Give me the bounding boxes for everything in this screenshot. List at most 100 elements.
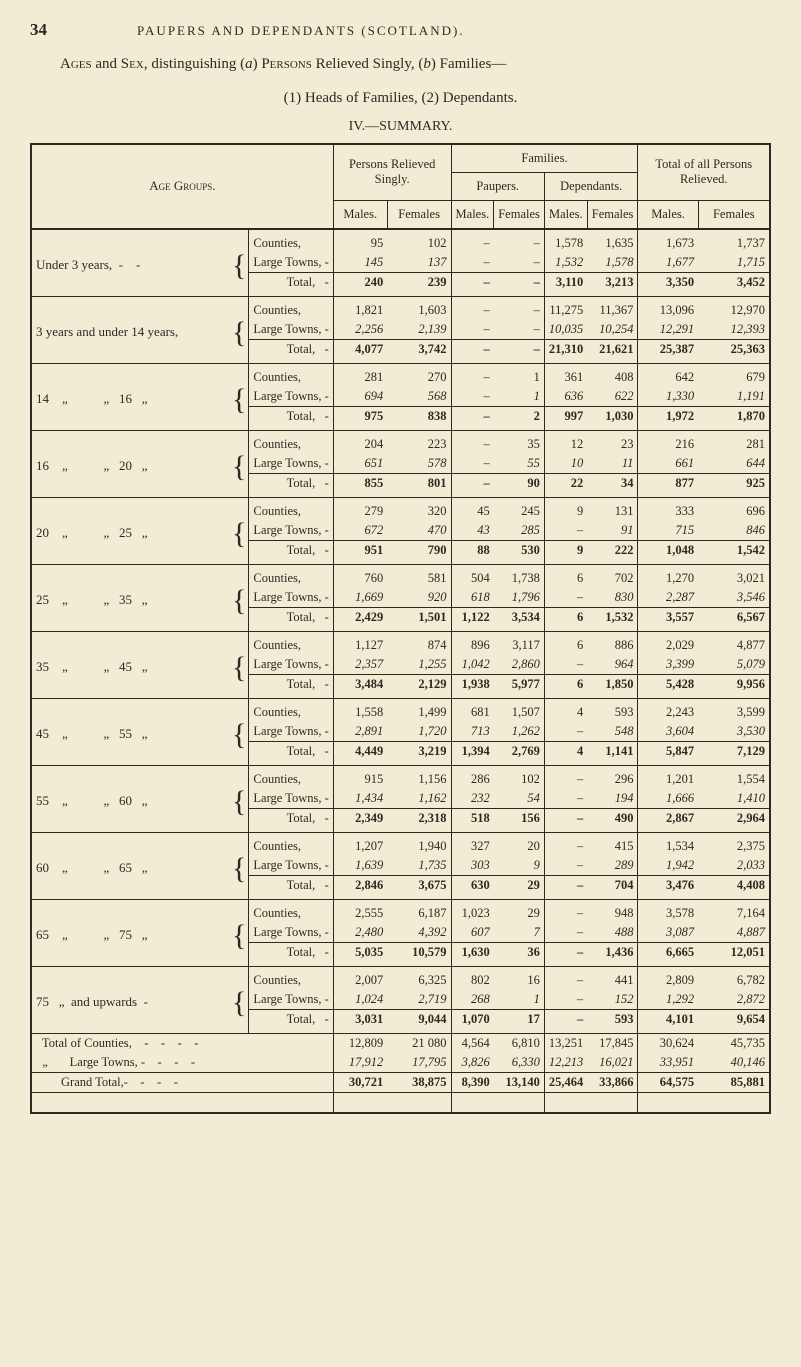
cell: 2,007 <box>333 966 387 990</box>
cell: 64,575 <box>638 1072 698 1092</box>
cell: 1,870 <box>698 406 770 430</box>
cell: 877 <box>638 473 698 497</box>
cell: – <box>451 363 494 387</box>
cell: 3,110 <box>544 272 587 296</box>
cell: 3,219 <box>387 741 451 765</box>
sub-label: Counties, <box>249 698 333 722</box>
cell: 5,079 <box>698 655 770 675</box>
cell: 1,850 <box>587 674 638 698</box>
cell: 5,428 <box>638 674 698 698</box>
age-label: 35 „ „ 45 „ <box>31 631 230 698</box>
sub-label: Large Towns, - <box>249 923 333 943</box>
cell: 23 <box>587 430 638 454</box>
cell: – <box>544 789 587 809</box>
cell: 607 <box>451 923 494 943</box>
sub-label: Counties, <box>249 564 333 588</box>
sub-label: Counties, <box>249 229 333 253</box>
cell: 2,860 <box>494 655 545 675</box>
cell: 593 <box>587 698 638 722</box>
cell: 1,677 <box>638 253 698 273</box>
cell: – <box>451 272 494 296</box>
cell: 681 <box>451 698 494 722</box>
cell: 644 <box>698 454 770 474</box>
cell: 1,141 <box>587 741 638 765</box>
cell: 1,669 <box>333 588 387 608</box>
cell: – <box>451 387 494 407</box>
brace: { <box>230 564 249 631</box>
cell: – <box>451 339 494 363</box>
cell: 54 <box>494 789 545 809</box>
cell: 661 <box>638 454 698 474</box>
cell: 3,578 <box>638 899 698 923</box>
cell: 4,564 <box>451 1033 494 1053</box>
cell: 1 <box>494 363 545 387</box>
cell: 1,042 <box>451 655 494 675</box>
cell: – <box>451 253 494 273</box>
cell: 3,476 <box>638 875 698 899</box>
cell: 2,429 <box>333 607 387 631</box>
sub-label: Large Towns, - <box>249 990 333 1010</box>
cell: 131 <box>587 497 638 521</box>
age-label: 14 „ „ 16 „ <box>31 363 230 430</box>
cell: 2,029 <box>638 631 698 655</box>
cell: 13,140 <box>494 1072 545 1092</box>
cell: 2,357 <box>333 655 387 675</box>
cell: 35 <box>494 430 545 454</box>
cell: – <box>494 320 545 340</box>
cell: 1,070 <box>451 1009 494 1033</box>
cell: 268 <box>451 990 494 1010</box>
summary-row: Total of Counties, - - - -12,80921 0804,… <box>31 1033 770 1053</box>
cell: 1,738 <box>494 564 545 588</box>
sub-label: Large Towns, - <box>249 253 333 273</box>
cell: 6,665 <box>638 942 698 966</box>
cell: 1,542 <box>698 540 770 564</box>
cell: 2,891 <box>333 722 387 742</box>
cell: 9,044 <box>387 1009 451 1033</box>
spacer-row <box>31 1092 770 1113</box>
hdr-families: Families. <box>451 144 638 173</box>
age-label: 20 „ „ 25 „ <box>31 497 230 564</box>
sub-label: Counties, <box>249 765 333 789</box>
brace: { <box>230 497 249 564</box>
cell: 4,077 <box>333 339 387 363</box>
age-label: 25 „ „ 35 „ <box>31 564 230 631</box>
cell: 34 <box>587 473 638 497</box>
cell: 5,977 <box>494 674 545 698</box>
cell: 95 <box>333 229 387 253</box>
sub-label: Total, - <box>249 808 333 832</box>
cell: – <box>494 229 545 253</box>
cell: 6 <box>544 674 587 698</box>
cell: 2,243 <box>638 698 698 722</box>
cell: 1,394 <box>451 741 494 765</box>
cell: – <box>494 272 545 296</box>
cell: – <box>451 320 494 340</box>
cell: 204 <box>333 430 387 454</box>
summary-row: „ Large Towns, - - - -17,91217,7953,8266… <box>31 1053 770 1073</box>
sub-label: Total, - <box>249 607 333 631</box>
sub-label: Counties, <box>249 296 333 320</box>
sub-label: Counties, <box>249 966 333 990</box>
cell: 320 <box>387 497 451 521</box>
sub-label: Total, - <box>249 942 333 966</box>
cell: 29 <box>494 899 545 923</box>
cell: 1,603 <box>387 296 451 320</box>
age-label: 60 „ „ 65 „ <box>31 832 230 899</box>
cell: 9,654 <box>698 1009 770 1033</box>
hdr-f4: Females <box>698 200 770 229</box>
cell: 578 <box>387 454 451 474</box>
cell: 17 <box>494 1009 545 1033</box>
cell: 2,287 <box>638 588 698 608</box>
table-row: 55 „ „ 60 „{Counties,9151,156286102–2961… <box>31 765 770 789</box>
cell: 11,367 <box>587 296 638 320</box>
cell: 102 <box>387 229 451 253</box>
age-label: 45 „ „ 55 „ <box>31 698 230 765</box>
table-row: 16 „ „ 20 „{Counties,204223–351223216281 <box>31 430 770 454</box>
cell: 5,847 <box>638 741 698 765</box>
sub-label: Total, - <box>249 1009 333 1033</box>
sub-label: Large Towns, - <box>249 655 333 675</box>
cell: 9 <box>544 540 587 564</box>
cell: 1,938 <box>451 674 494 698</box>
cell: 10,579 <box>387 942 451 966</box>
summary-row: Grand Total,- - - -30,72138,8758,39013,1… <box>31 1072 770 1092</box>
sub-label: Total, - <box>249 339 333 363</box>
